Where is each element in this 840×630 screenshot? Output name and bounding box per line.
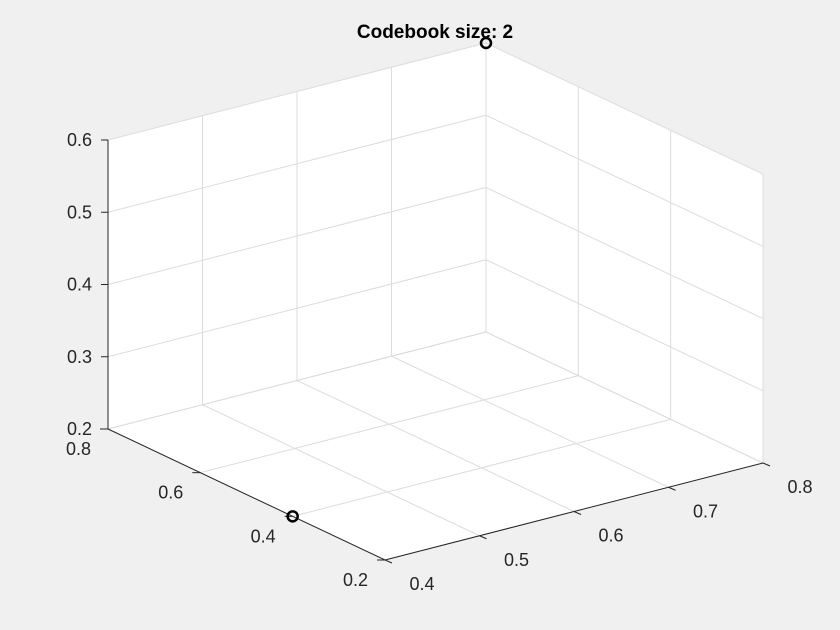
x-tick-label: 0.7	[693, 501, 718, 521]
y-tick-label: 0.6	[158, 483, 183, 503]
tick-labels: 0.40.50.60.70.80.20.40.60.80.20.30.40.50…	[66, 130, 813, 594]
grid-line-side-z	[485, 114, 764, 247]
x-tick-mark	[668, 486, 676, 491]
grid-line-back-z	[107, 42, 487, 141]
grid-line-back-z	[107, 114, 487, 213]
grid-line-back-z	[107, 259, 487, 358]
grid-line-back-z	[107, 187, 487, 285]
y-tick-label: 0.2	[343, 570, 368, 590]
grid-line-side-z	[485, 259, 764, 392]
data-point-marker	[286, 510, 299, 523]
x-tick-label: 0.4	[409, 574, 434, 594]
grid-line-side-z	[485, 331, 764, 464]
x-tick-mark	[479, 535, 487, 540]
x-tick-mark	[573, 511, 582, 515]
x-tick-label: 0.6	[598, 526, 623, 546]
data-point-marker	[479, 36, 493, 50]
grid-line-floor-x	[202, 404, 480, 537]
grid-line-floor-y	[200, 375, 579, 474]
y-tick-label: 0.4	[251, 526, 276, 546]
grid-line-side-z	[485, 187, 764, 319]
grid-line-side-z	[485, 42, 764, 175]
x-tick-mark	[384, 559, 393, 564]
y-axis-line	[107, 428, 386, 561]
data-points	[286, 36, 493, 523]
z-tick-label: 0.3	[67, 347, 92, 367]
tick-marks	[100, 139, 771, 564]
y-tick-label: 0.8	[66, 439, 91, 459]
x-tick-mark	[762, 462, 771, 467]
x-tick-label: 0.8	[787, 477, 812, 497]
z-tick-label: 0.6	[67, 130, 92, 150]
grid-line-floor-x	[296, 380, 575, 512]
chart-title: Codebook size: 2	[357, 22, 513, 43]
z-tick-label: 0.2	[67, 419, 92, 439]
axes-panes	[108, 43, 763, 560]
x-tick-label: 0.5	[504, 550, 529, 570]
z-tick-label: 0.4	[67, 275, 92, 295]
grid-line-floor-x	[391, 355, 669, 488]
grid-line-back-z	[107, 331, 487, 430]
z-tick-label: 0.5	[67, 202, 92, 222]
grid-line-floor-y	[292, 418, 671, 517]
